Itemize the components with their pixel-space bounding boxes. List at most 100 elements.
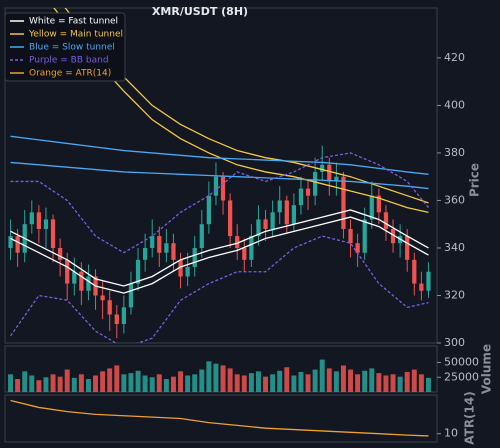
volume-bar <box>64 369 70 392</box>
volume-bar <box>291 375 297 392</box>
y-tick-label: 420 <box>444 51 465 64</box>
volume-bar <box>340 365 346 392</box>
candle-body <box>376 195 381 213</box>
candle-body <box>135 259 141 284</box>
volume-bar <box>199 369 205 392</box>
volume-bar <box>348 369 354 392</box>
candle-body <box>320 164 325 172</box>
volume-bar <box>213 363 219 392</box>
series-line <box>10 216 429 294</box>
candle-body <box>305 188 311 196</box>
legend-label: Orange = ATR(14) <box>29 69 111 79</box>
candle-body <box>419 283 424 291</box>
volume-bar <box>206 361 212 392</box>
candle-body <box>277 200 282 213</box>
volume-bar <box>319 359 325 392</box>
volume-bar <box>107 368 113 392</box>
volume-bar <box>241 375 247 392</box>
candle-body <box>150 236 155 248</box>
candle-body <box>220 176 226 201</box>
volume-bar <box>149 377 155 392</box>
price-plot <box>8 8 431 343</box>
volume-bar <box>390 374 396 392</box>
candle-body <box>8 236 13 248</box>
candle-body <box>121 307 126 324</box>
volume-bar <box>78 374 84 392</box>
volume-bar <box>36 380 42 392</box>
series-line <box>10 209 429 287</box>
candle-body <box>249 236 254 260</box>
candle-body <box>405 236 410 260</box>
legend-label: Purple = BB band <box>29 56 109 66</box>
volume-bar <box>178 371 184 392</box>
candle-body <box>100 295 105 301</box>
candle-body <box>242 247 247 260</box>
candle-body <box>185 266 190 277</box>
candle-body <box>341 176 346 229</box>
y-tick-label: 300 <box>444 336 465 349</box>
volume-bar <box>50 374 56 392</box>
y-axis-label: Volume <box>480 344 494 394</box>
volume-bar <box>29 375 35 392</box>
y-tick-label: 380 <box>444 146 465 159</box>
candle-body <box>256 219 261 237</box>
candle-body <box>157 236 162 253</box>
series-line <box>10 135 429 175</box>
volume-bar <box>298 371 304 392</box>
volume-bar <box>22 371 28 392</box>
candle-body <box>228 200 233 237</box>
volume-bar <box>248 373 254 392</box>
volume-bar <box>227 368 233 392</box>
atr-panel <box>4 394 438 443</box>
series-line <box>10 161 429 190</box>
candle-body <box>114 314 119 324</box>
volume-bar <box>333 371 339 392</box>
volume-bar <box>71 377 77 392</box>
y-axis-label: ATR(14) <box>463 391 477 444</box>
volume-bar <box>277 370 283 392</box>
chart-title: XMR/USDT (8H) <box>152 5 248 18</box>
candle-body <box>192 247 197 267</box>
candle-body <box>206 195 211 225</box>
candle-body <box>263 219 268 229</box>
y-tick-label: 400 <box>444 98 465 111</box>
candle-body <box>128 283 134 308</box>
volume-bar <box>425 377 431 392</box>
volume-bar <box>100 371 106 392</box>
volume-bar <box>411 369 417 392</box>
volume-bar <box>8 374 14 392</box>
candle-body <box>348 228 353 244</box>
volume-bar <box>284 367 290 392</box>
volume-bar <box>404 371 410 392</box>
candle-body <box>298 188 304 206</box>
volume-bar <box>326 368 332 392</box>
volume-bar <box>163 379 169 392</box>
legend: White = Fast tunnel Yellow = Main tunnel B… <box>4 12 126 82</box>
volume-bar <box>43 377 49 392</box>
volume-bar <box>170 376 176 392</box>
series-line <box>10 399 429 437</box>
volume-bar <box>220 365 226 392</box>
volume-bar <box>185 375 191 392</box>
candle-body <box>213 176 219 196</box>
candle-body <box>36 212 41 229</box>
volume-bar <box>369 368 375 392</box>
volume-bar <box>142 375 148 392</box>
candle-body <box>284 200 289 225</box>
candle-body <box>171 243 176 260</box>
volume-bar <box>362 370 368 392</box>
candle-body <box>355 243 360 253</box>
candle-body <box>86 276 91 291</box>
volume-bar <box>397 376 403 392</box>
legend-label: White = Fast tunnel <box>29 17 118 27</box>
volume-bar <box>57 376 63 392</box>
y-tick-label: 25000 <box>444 370 479 383</box>
volume-bar <box>270 374 276 392</box>
price-panel <box>4 7 438 344</box>
volume-bar <box>355 374 361 392</box>
volume-bar <box>156 374 162 392</box>
volume-bar <box>114 365 120 392</box>
volume-bar <box>15 379 21 392</box>
